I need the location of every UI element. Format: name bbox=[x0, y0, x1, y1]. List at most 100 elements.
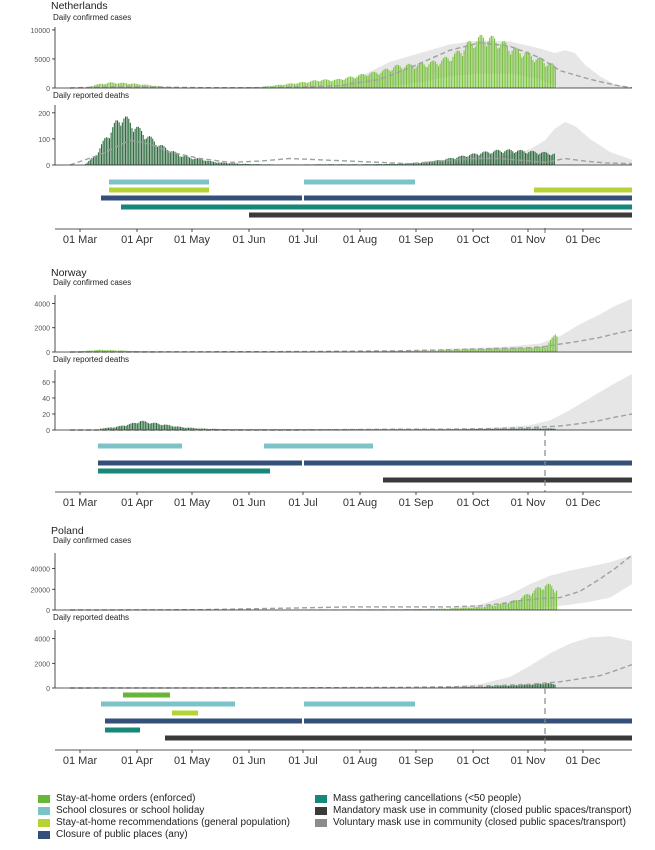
norway-deaths-bar bbox=[172, 426, 174, 430]
netherlands-cases-bar bbox=[487, 41, 489, 88]
netherlands-deaths-bar bbox=[206, 160, 208, 165]
netherlands-deaths-bar bbox=[513, 152, 515, 165]
netherlands-cases-bar bbox=[268, 86, 270, 88]
netherlands-cases-bar bbox=[426, 67, 428, 88]
norway-deaths-bar bbox=[164, 424, 166, 430]
norway-deaths-bar bbox=[170, 425, 172, 430]
poland-cases-bar bbox=[432, 608, 434, 610]
netherlands-deaths-bar bbox=[181, 156, 183, 165]
norway-deaths-bar bbox=[108, 427, 110, 430]
netherlands-cases-bar bbox=[412, 66, 414, 88]
netherlands-deaths-bar bbox=[126, 116, 128, 165]
netherlands-deaths-bar bbox=[145, 138, 147, 165]
netherlands-deaths-bar bbox=[240, 164, 242, 165]
netherlands-cases-bar bbox=[450, 60, 452, 88]
netherlands-deaths-bar bbox=[480, 153, 482, 165]
netherlands-date-tick-label: 01 May bbox=[174, 234, 211, 246]
netherlands-cases-bar bbox=[335, 79, 337, 88]
netherlands-deaths-bar bbox=[545, 152, 547, 165]
netherlands-deaths-bar bbox=[198, 158, 200, 165]
netherlands-deaths-bar bbox=[173, 151, 175, 165]
norway-deaths-bar bbox=[525, 428, 527, 430]
norway-deaths-bar bbox=[474, 429, 476, 430]
netherlands-deaths-bar bbox=[374, 164, 376, 165]
netherlands-cases-bar bbox=[503, 40, 505, 88]
netherlands-deaths-bar bbox=[465, 156, 467, 165]
netherlands-deaths-bar bbox=[520, 149, 522, 165]
poland-cases-bar bbox=[556, 590, 558, 610]
netherlands-cases-bar bbox=[122, 82, 124, 88]
poland-cases-bar bbox=[458, 608, 460, 610]
netherlands-cases-bar bbox=[502, 41, 504, 88]
poland-cases-bar bbox=[514, 600, 516, 610]
norway-cases-bar bbox=[490, 348, 492, 352]
poland-cases-bar bbox=[504, 603, 506, 610]
netherlands-cases-bar bbox=[310, 81, 312, 88]
netherlands-cases-bar bbox=[554, 66, 556, 88]
netherlands-deaths-bar bbox=[550, 155, 552, 165]
norway-deaths-bar bbox=[103, 428, 105, 430]
netherlands-cases-bar bbox=[278, 84, 280, 88]
netherlands-deaths-bar bbox=[377, 164, 379, 165]
norway-deaths-bar bbox=[487, 428, 489, 430]
netherlands-cases-bar bbox=[321, 80, 323, 88]
norway-deaths-uncertainty-band bbox=[450, 374, 632, 430]
poland-cases-label: Daily confirmed cases bbox=[53, 536, 131, 545]
netherlands-deaths-bar bbox=[174, 151, 176, 165]
netherlands-cases-bar bbox=[327, 79, 329, 88]
netherlands-cases-bar bbox=[494, 38, 496, 88]
netherlands-deaths-bar bbox=[552, 154, 554, 165]
netherlands-cases-bar bbox=[294, 83, 296, 88]
norway-cases-bar bbox=[394, 351, 396, 352]
norway-cases-bar bbox=[111, 350, 113, 352]
norway-deaths-bar bbox=[508, 428, 510, 430]
norway-cases-bar bbox=[476, 349, 478, 352]
norway-cases-bar bbox=[543, 347, 545, 352]
norway-cases-bar bbox=[425, 350, 427, 352]
netherlands-cases-bar bbox=[127, 84, 129, 88]
norway-deaths-bar bbox=[106, 427, 108, 430]
netherlands-deaths-bar bbox=[515, 152, 517, 165]
poland-cases-bar bbox=[420, 608, 422, 610]
poland-deaths-bar bbox=[517, 685, 519, 688]
norway-deaths-bar bbox=[112, 427, 114, 430]
poland-cases-bar bbox=[460, 608, 462, 610]
netherlands-cases-bar bbox=[399, 66, 401, 88]
netherlands-deaths-bar bbox=[214, 162, 216, 165]
norway-cases-bar bbox=[428, 350, 430, 352]
poland-cases-bar bbox=[527, 594, 529, 610]
netherlands-cases-bar bbox=[356, 76, 358, 88]
netherlands-deaths-bar bbox=[477, 154, 479, 165]
poland-deaths-bar bbox=[484, 686, 486, 688]
norway-cases-bar bbox=[402, 351, 404, 352]
netherlands-cases-bar bbox=[121, 82, 123, 88]
norway-deaths-bar bbox=[554, 428, 556, 430]
norway-deaths-bar bbox=[532, 428, 534, 430]
poland-deaths-bar bbox=[535, 683, 537, 688]
netherlands-cases-bar bbox=[402, 69, 404, 88]
poland-deaths-bar bbox=[466, 687, 468, 688]
netherlands-cases-bar bbox=[538, 57, 540, 88]
netherlands-cases-bar bbox=[361, 73, 363, 88]
netherlands-deaths-bar bbox=[213, 161, 215, 165]
poland-cases-uncertainty-band bbox=[450, 555, 632, 610]
legend-item: Mandatory mask use in community (closed … bbox=[315, 805, 631, 816]
norway-deaths-y-tick-label: 40 bbox=[42, 396, 50, 403]
netherlands-deaths-bar bbox=[518, 150, 520, 165]
netherlands-cases-bar bbox=[286, 84, 288, 88]
netherlands-deaths-bar bbox=[153, 141, 155, 165]
netherlands-cases-bar bbox=[289, 83, 291, 88]
netherlands-deaths-bar bbox=[163, 146, 165, 165]
netherlands-cases-bar bbox=[118, 83, 120, 88]
netherlands-deaths-bar bbox=[523, 151, 525, 165]
netherlands-cases-bar bbox=[282, 85, 284, 88]
netherlands-cases-bar bbox=[431, 60, 433, 88]
norway-cases-bar bbox=[503, 348, 505, 352]
norway-cases-bar bbox=[426, 350, 428, 352]
poland-cases-bar bbox=[509, 601, 511, 610]
netherlands-deaths-bar bbox=[526, 153, 528, 165]
poland-country-title: Poland bbox=[51, 525, 84, 537]
netherlands-deaths-bar bbox=[553, 153, 555, 165]
netherlands-deaths-bar bbox=[89, 159, 91, 165]
netherlands-cases-bar bbox=[447, 58, 449, 88]
